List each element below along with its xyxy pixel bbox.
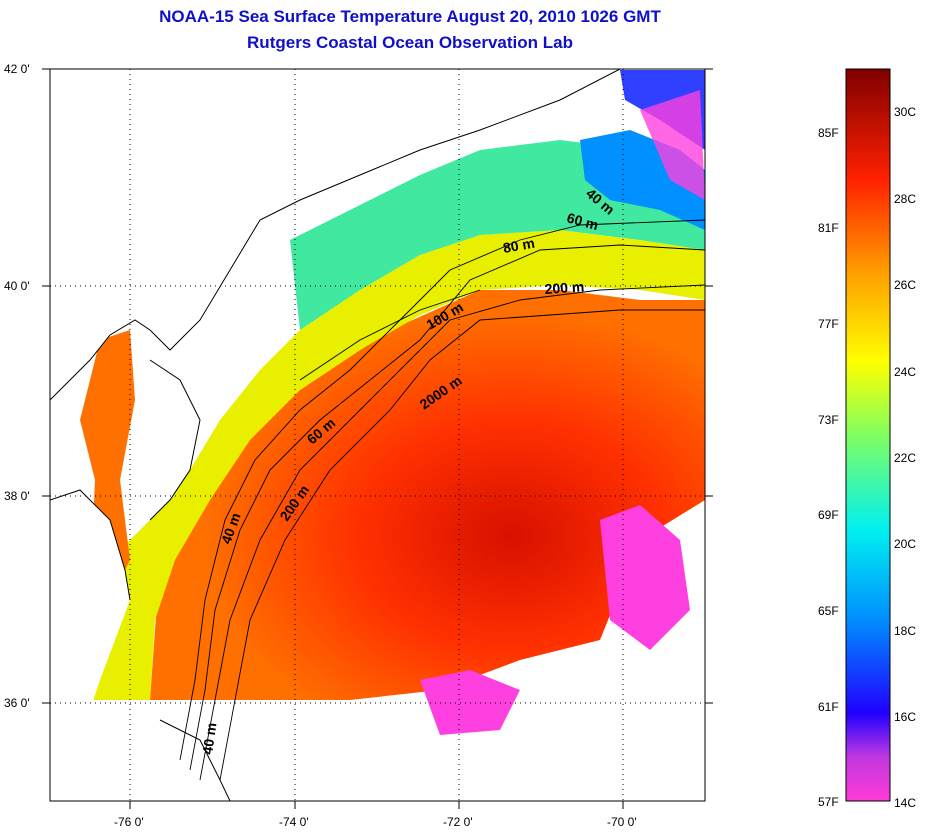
colorbar-celsius-labels: 30C 28C 26C 24C 22C 20C 18C 16C 14C (894, 105, 916, 810)
y-axis-labels: 42 0' 40 0' 38 0' 36 0' (4, 62, 30, 710)
colorbar-fahrenheit-labels: 85F 81F 77F 73F 69F 65F 61F 57F (818, 126, 839, 809)
colorbar-c-label: 14C (894, 796, 916, 810)
x-tick-label: -72 0' (443, 815, 473, 829)
contour-label: 200 m (544, 278, 585, 297)
colorbar-gradient (845, 68, 891, 802)
colorbar-c-label: 18C (894, 624, 916, 638)
colorbar-c-label: 30C (894, 105, 916, 119)
colorbar-c-label: 28C (894, 192, 916, 206)
colorbar-f-label: 65F (818, 604, 839, 618)
colorbar-f-label: 77F (818, 317, 839, 331)
y-tick-label: 38 0' (4, 489, 30, 503)
x-tick-label: -70 0' (607, 815, 637, 829)
sst-imagery (50, 69, 705, 801)
colorbar-f-label: 81F (818, 221, 839, 235)
y-tick-label: 40 0' (4, 279, 30, 293)
y-tick-label: 36 0' (4, 696, 30, 710)
map-subtitle: Rutgers Coastal Ocean Observation Lab (247, 33, 573, 52)
colorbar-f-label: 57F (818, 795, 839, 809)
contour-label: 40 m (199, 722, 219, 756)
x-tick-label: -76 0' (114, 815, 144, 829)
graticule (50, 69, 705, 801)
x-tick-label: -74 0' (279, 815, 309, 829)
colorbar-c-label: 20C (894, 537, 916, 551)
colorbar-f-label: 73F (818, 413, 839, 427)
axis-ticks (42, 68, 713, 809)
map-title: NOAA-15 Sea Surface Temperature August 2… (159, 7, 661, 26)
colorbar-f-label: 85F (818, 126, 839, 140)
x-axis-labels: -76 0' -74 0' -72 0' -70 0' (114, 815, 637, 829)
colorbar-c-label: 16C (894, 710, 916, 724)
map-frame (49, 68, 706, 802)
contour-label: 80 m (502, 235, 536, 256)
y-tick-label: 42 0' (4, 62, 30, 76)
colorbar-f-label: 69F (818, 508, 839, 522)
colorbar-c-label: 22C (894, 451, 916, 465)
contour-label: 60 m (565, 209, 600, 233)
bathymetry-contours (179, 219, 705, 781)
colorbar: 85F 81F 77F 73F 69F 65F 61F 57F 30C 28C … (818, 68, 916, 810)
colorbar-c-label: 24C (894, 365, 916, 379)
colorbar-c-label: 26C (894, 278, 916, 292)
colorbar-f-label: 61F (818, 700, 839, 714)
